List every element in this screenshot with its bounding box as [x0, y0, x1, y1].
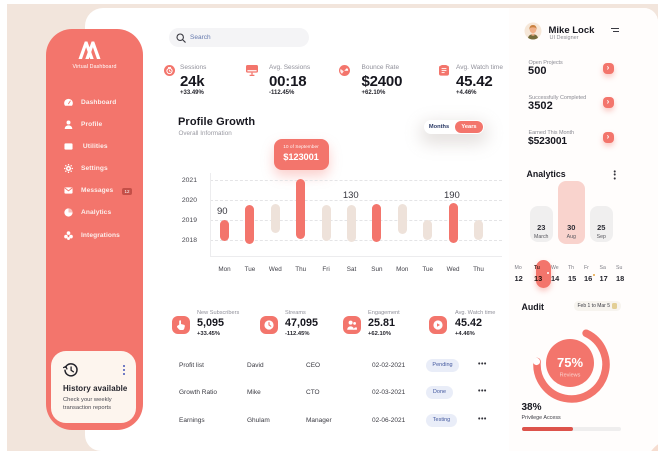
svg-text:Reviews: Reviews	[560, 373, 581, 379]
svg-text:75%: 75%	[557, 355, 583, 370]
